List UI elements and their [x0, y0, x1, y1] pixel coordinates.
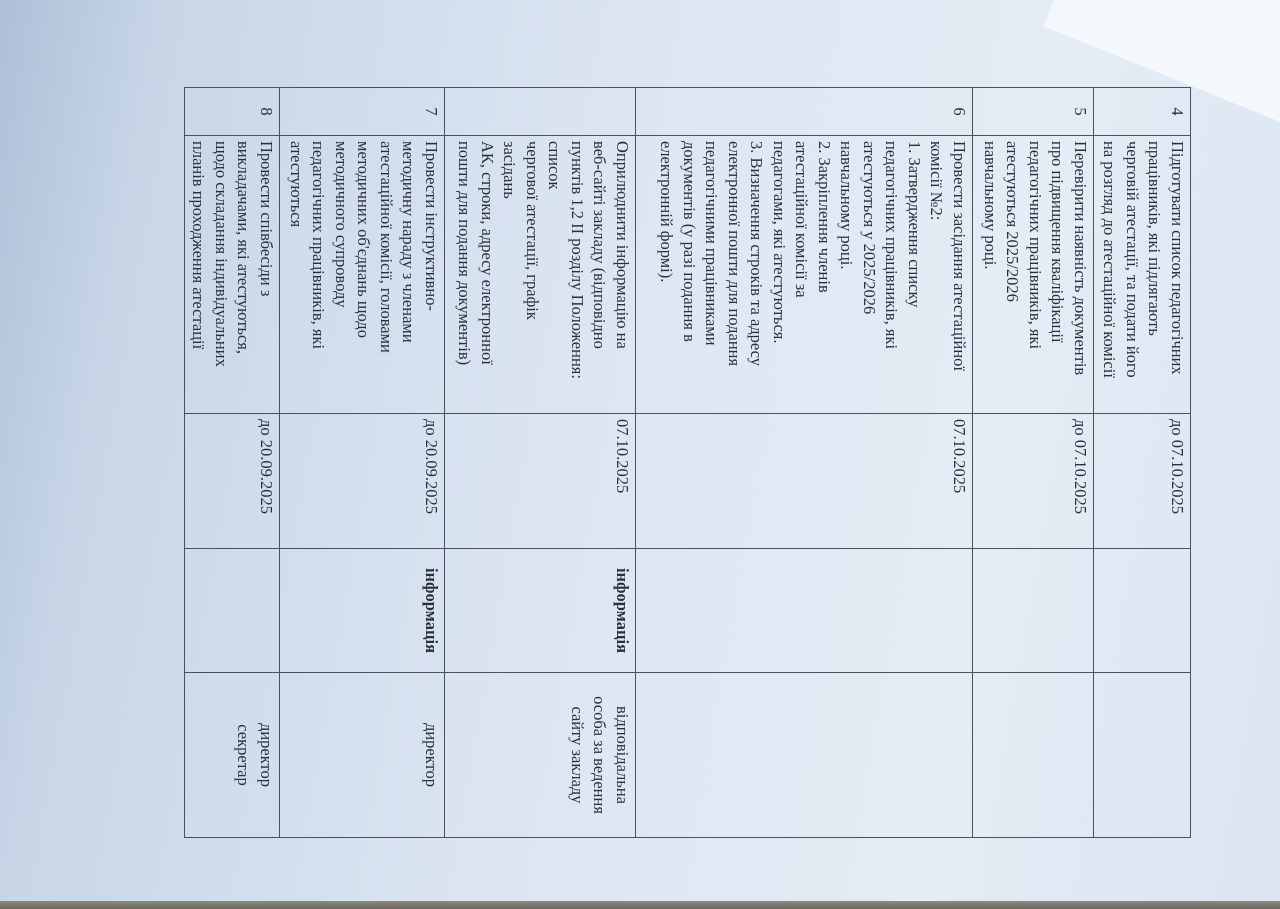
deadline-cell: до 07.10.2025 — [972, 413, 1094, 549]
attestation-plan-table: 4 Підготувати список педагогічних працівн… — [184, 87, 1191, 838]
form-cell — [635, 548, 973, 673]
table-row: 5 Перевірити наявність документів про під… — [972, 87, 1094, 838]
task-cell: Перевірити наявність документів про підв… — [972, 135, 1094, 414]
deadline-cell: до 07.10.2025 — [1093, 413, 1191, 549]
row-number: 8 — [184, 87, 280, 136]
form-cell — [1093, 548, 1191, 673]
table-row: Оприлюднити інформацію на веб-сайті закл… — [444, 87, 636, 838]
form-cell — [184, 548, 280, 673]
form-cell — [972, 548, 1094, 673]
task-cell: Оприлюднити інформацію на веб-сайті закл… — [444, 135, 636, 414]
table-surface — [0, 901, 1280, 909]
row-number — [444, 87, 636, 136]
responsible-cell — [972, 672, 1094, 838]
task-cell: Провести співбесіди з викладачами, які а… — [184, 135, 280, 414]
responsible-cell: директор — [279, 672, 445, 838]
task-cell: Провести інструктивно- методичну нараду … — [279, 135, 445, 414]
form-cell: інформація — [279, 548, 445, 673]
table-row: 6 Провести засідання атестаційної комісії… — [635, 87, 973, 838]
row-number: 6 — [635, 87, 973, 136]
deadline-cell: до 20.09.2025 — [279, 413, 445, 549]
row-number: 7 — [279, 87, 445, 136]
task-cell: Провести засідання атестаційної комісії … — [635, 135, 973, 414]
responsible-cell: директор секретар — [184, 672, 280, 838]
responsible-cell — [1093, 672, 1191, 838]
responsible-cell — [635, 672, 973, 838]
responsible-cell: відповідальна особа за ведення сайту зак… — [444, 672, 636, 838]
table-row: 4 Підготувати список педагогічних працівн… — [1093, 87, 1191, 838]
row-number: 4 — [1093, 87, 1191, 136]
rotated-document-page: 4 Підготувати список педагогічних працівн… — [184, 87, 1191, 838]
row-number: 5 — [972, 87, 1094, 136]
table-row: 8 Провести співбесіди з викладачами, які … — [184, 87, 280, 838]
table-row: 7 Провести інструктивно- методичну нараду… — [279, 87, 445, 838]
deadline-cell: 07.10.2025 — [635, 413, 973, 549]
deadline-cell: до 20.09.2025 — [184, 413, 280, 549]
form-cell: інформація — [444, 548, 636, 673]
deadline-cell: 07.10.2025 — [444, 413, 636, 549]
task-cell: Підготувати список педагогічних працівни… — [1093, 135, 1191, 414]
